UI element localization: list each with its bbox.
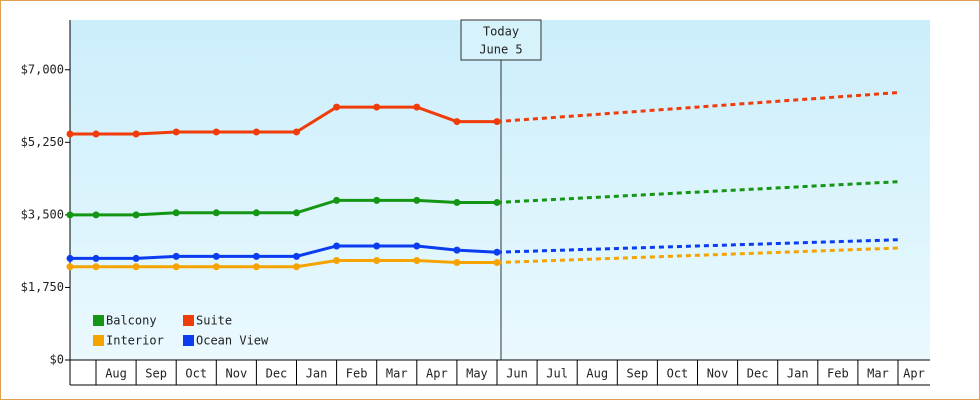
point <box>373 242 381 250</box>
point <box>172 209 180 217</box>
legend-label: Suite <box>196 314 232 328</box>
x-tick-label: Aug <box>586 367 608 381</box>
point <box>132 254 140 262</box>
today-label: Today <box>483 25 519 39</box>
point <box>252 128 260 136</box>
x-tick-label: Sep <box>145 367 167 381</box>
point <box>212 263 220 271</box>
x-tick-label: Apr <box>426 367 448 381</box>
today-box <box>460 19 542 61</box>
y-tick-label: $5,250 <box>21 135 64 149</box>
x-tick-label: Apr <box>903 367 925 381</box>
legend-swatch <box>183 315 194 326</box>
x-tick-label: Sep <box>627 367 649 381</box>
x-tick-label: May <box>466 367 488 381</box>
point <box>212 209 220 217</box>
y-tick-label: $3,500 <box>21 207 64 221</box>
x-tick-label: Jul <box>546 367 568 381</box>
forecast-line <box>496 246 899 265</box>
point <box>413 256 421 264</box>
point <box>92 254 100 262</box>
x-tick-label: Oct <box>185 367 207 381</box>
point <box>92 263 100 271</box>
point <box>66 263 74 271</box>
point <box>413 242 421 250</box>
point <box>66 130 74 138</box>
legend-label: Interior <box>106 334 164 348</box>
x-tick-label: Feb <box>827 367 849 381</box>
y-tick-label: $7,000 <box>21 62 64 76</box>
point <box>132 211 140 219</box>
point <box>172 263 180 271</box>
point <box>373 103 381 111</box>
history-line <box>70 105 497 136</box>
legend-swatch <box>183 335 194 346</box>
point <box>413 103 421 111</box>
x-tick-label: Oct <box>667 367 689 381</box>
x-tick-label: Jan <box>306 367 328 381</box>
point <box>453 259 461 267</box>
history-line <box>70 198 497 217</box>
point <box>333 196 341 204</box>
point <box>132 130 140 138</box>
x-tick-label: Feb <box>346 367 368 381</box>
point <box>293 128 300 136</box>
point <box>172 252 180 260</box>
y-tick-label: $1,750 <box>21 280 64 294</box>
point <box>212 252 220 260</box>
point <box>293 252 300 260</box>
x-tick-label: Mar <box>867 367 889 381</box>
x-tick-label: Jun <box>506 367 528 381</box>
history-line <box>70 244 498 260</box>
point <box>493 259 501 267</box>
forecast-line <box>496 238 899 254</box>
x-tick-label: Nov <box>707 367 729 381</box>
point <box>293 209 300 217</box>
point <box>373 196 381 204</box>
plot-area <box>70 20 930 360</box>
point <box>333 256 341 264</box>
x-tick-label: Nov <box>226 367 248 381</box>
point <box>333 242 341 250</box>
point <box>293 263 300 271</box>
point <box>92 211 100 219</box>
x-tick-label: Dec <box>266 367 288 381</box>
x-tick-label: Mar <box>386 367 408 381</box>
legend-label: Ocean View <box>196 334 269 348</box>
x-tick-label: Jan <box>787 367 809 381</box>
point <box>453 118 461 126</box>
legend-label: Balcony <box>106 314 157 328</box>
point <box>493 118 501 126</box>
point <box>252 209 260 217</box>
point <box>252 252 260 260</box>
history-line <box>70 258 497 269</box>
point <box>66 254 74 262</box>
point <box>132 263 140 271</box>
point <box>66 211 74 219</box>
today-date: June 5 <box>479 43 522 57</box>
x-tick-label: Dec <box>747 367 769 381</box>
point <box>493 198 501 206</box>
point <box>172 128 180 136</box>
point <box>252 263 260 271</box>
y-tick-label: $0 <box>50 353 64 367</box>
legend-swatch <box>93 315 104 326</box>
point <box>373 256 381 264</box>
point <box>493 248 501 256</box>
x-tick-label: Aug <box>105 367 127 381</box>
point <box>413 196 421 204</box>
point <box>92 130 100 138</box>
forecast-line <box>496 180 899 204</box>
point <box>453 246 461 254</box>
point <box>453 198 461 206</box>
point <box>333 103 341 111</box>
point <box>212 128 220 136</box>
forecast-line <box>496 91 899 124</box>
legend-swatch <box>93 335 104 346</box>
